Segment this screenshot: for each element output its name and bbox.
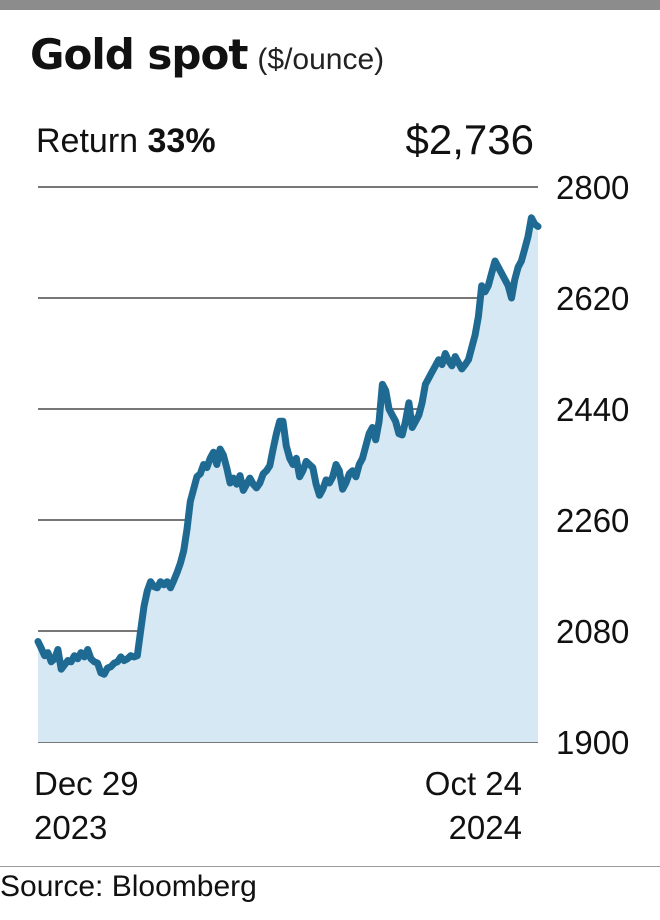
source-divider xyxy=(0,866,660,867)
price-area xyxy=(38,217,538,743)
x-label-end-date: Oct 24 xyxy=(424,765,522,802)
last-price: $2,736 xyxy=(405,116,534,163)
return-label: Return xyxy=(36,122,139,160)
x-label-start: Dec 29 2023 xyxy=(34,762,139,850)
y-axis-ticks: 2800 2620 2440 2260 2080 1900 xyxy=(556,169,629,761)
y-tick-label: 2800 xyxy=(556,169,629,206)
title-text: Gold spot xyxy=(30,30,248,79)
top-rule xyxy=(0,0,660,10)
x-label-end: Oct 24 2024 xyxy=(425,762,522,850)
y-tick-label: 2440 xyxy=(556,391,629,428)
y-tick-label: 2080 xyxy=(556,613,629,650)
y-tick-label: 2260 xyxy=(556,502,629,539)
source-note: Source: Bloomberg xyxy=(0,870,257,903)
price-line xyxy=(34,214,542,678)
x-label-start-year: 2023 xyxy=(34,809,108,846)
return-summary: Return 33% xyxy=(36,122,216,161)
x-label-start-date: Dec 29 xyxy=(34,765,139,802)
y-tick-label: 1900 xyxy=(556,724,629,761)
return-value: 33% xyxy=(147,122,216,160)
x-label-end-year: 2024 xyxy=(448,809,522,846)
chart-title: Gold spot ($/ounce) xyxy=(30,30,384,79)
y-tick-label: 2620 xyxy=(556,280,629,317)
unit-label: ($/ounce) xyxy=(257,43,385,76)
